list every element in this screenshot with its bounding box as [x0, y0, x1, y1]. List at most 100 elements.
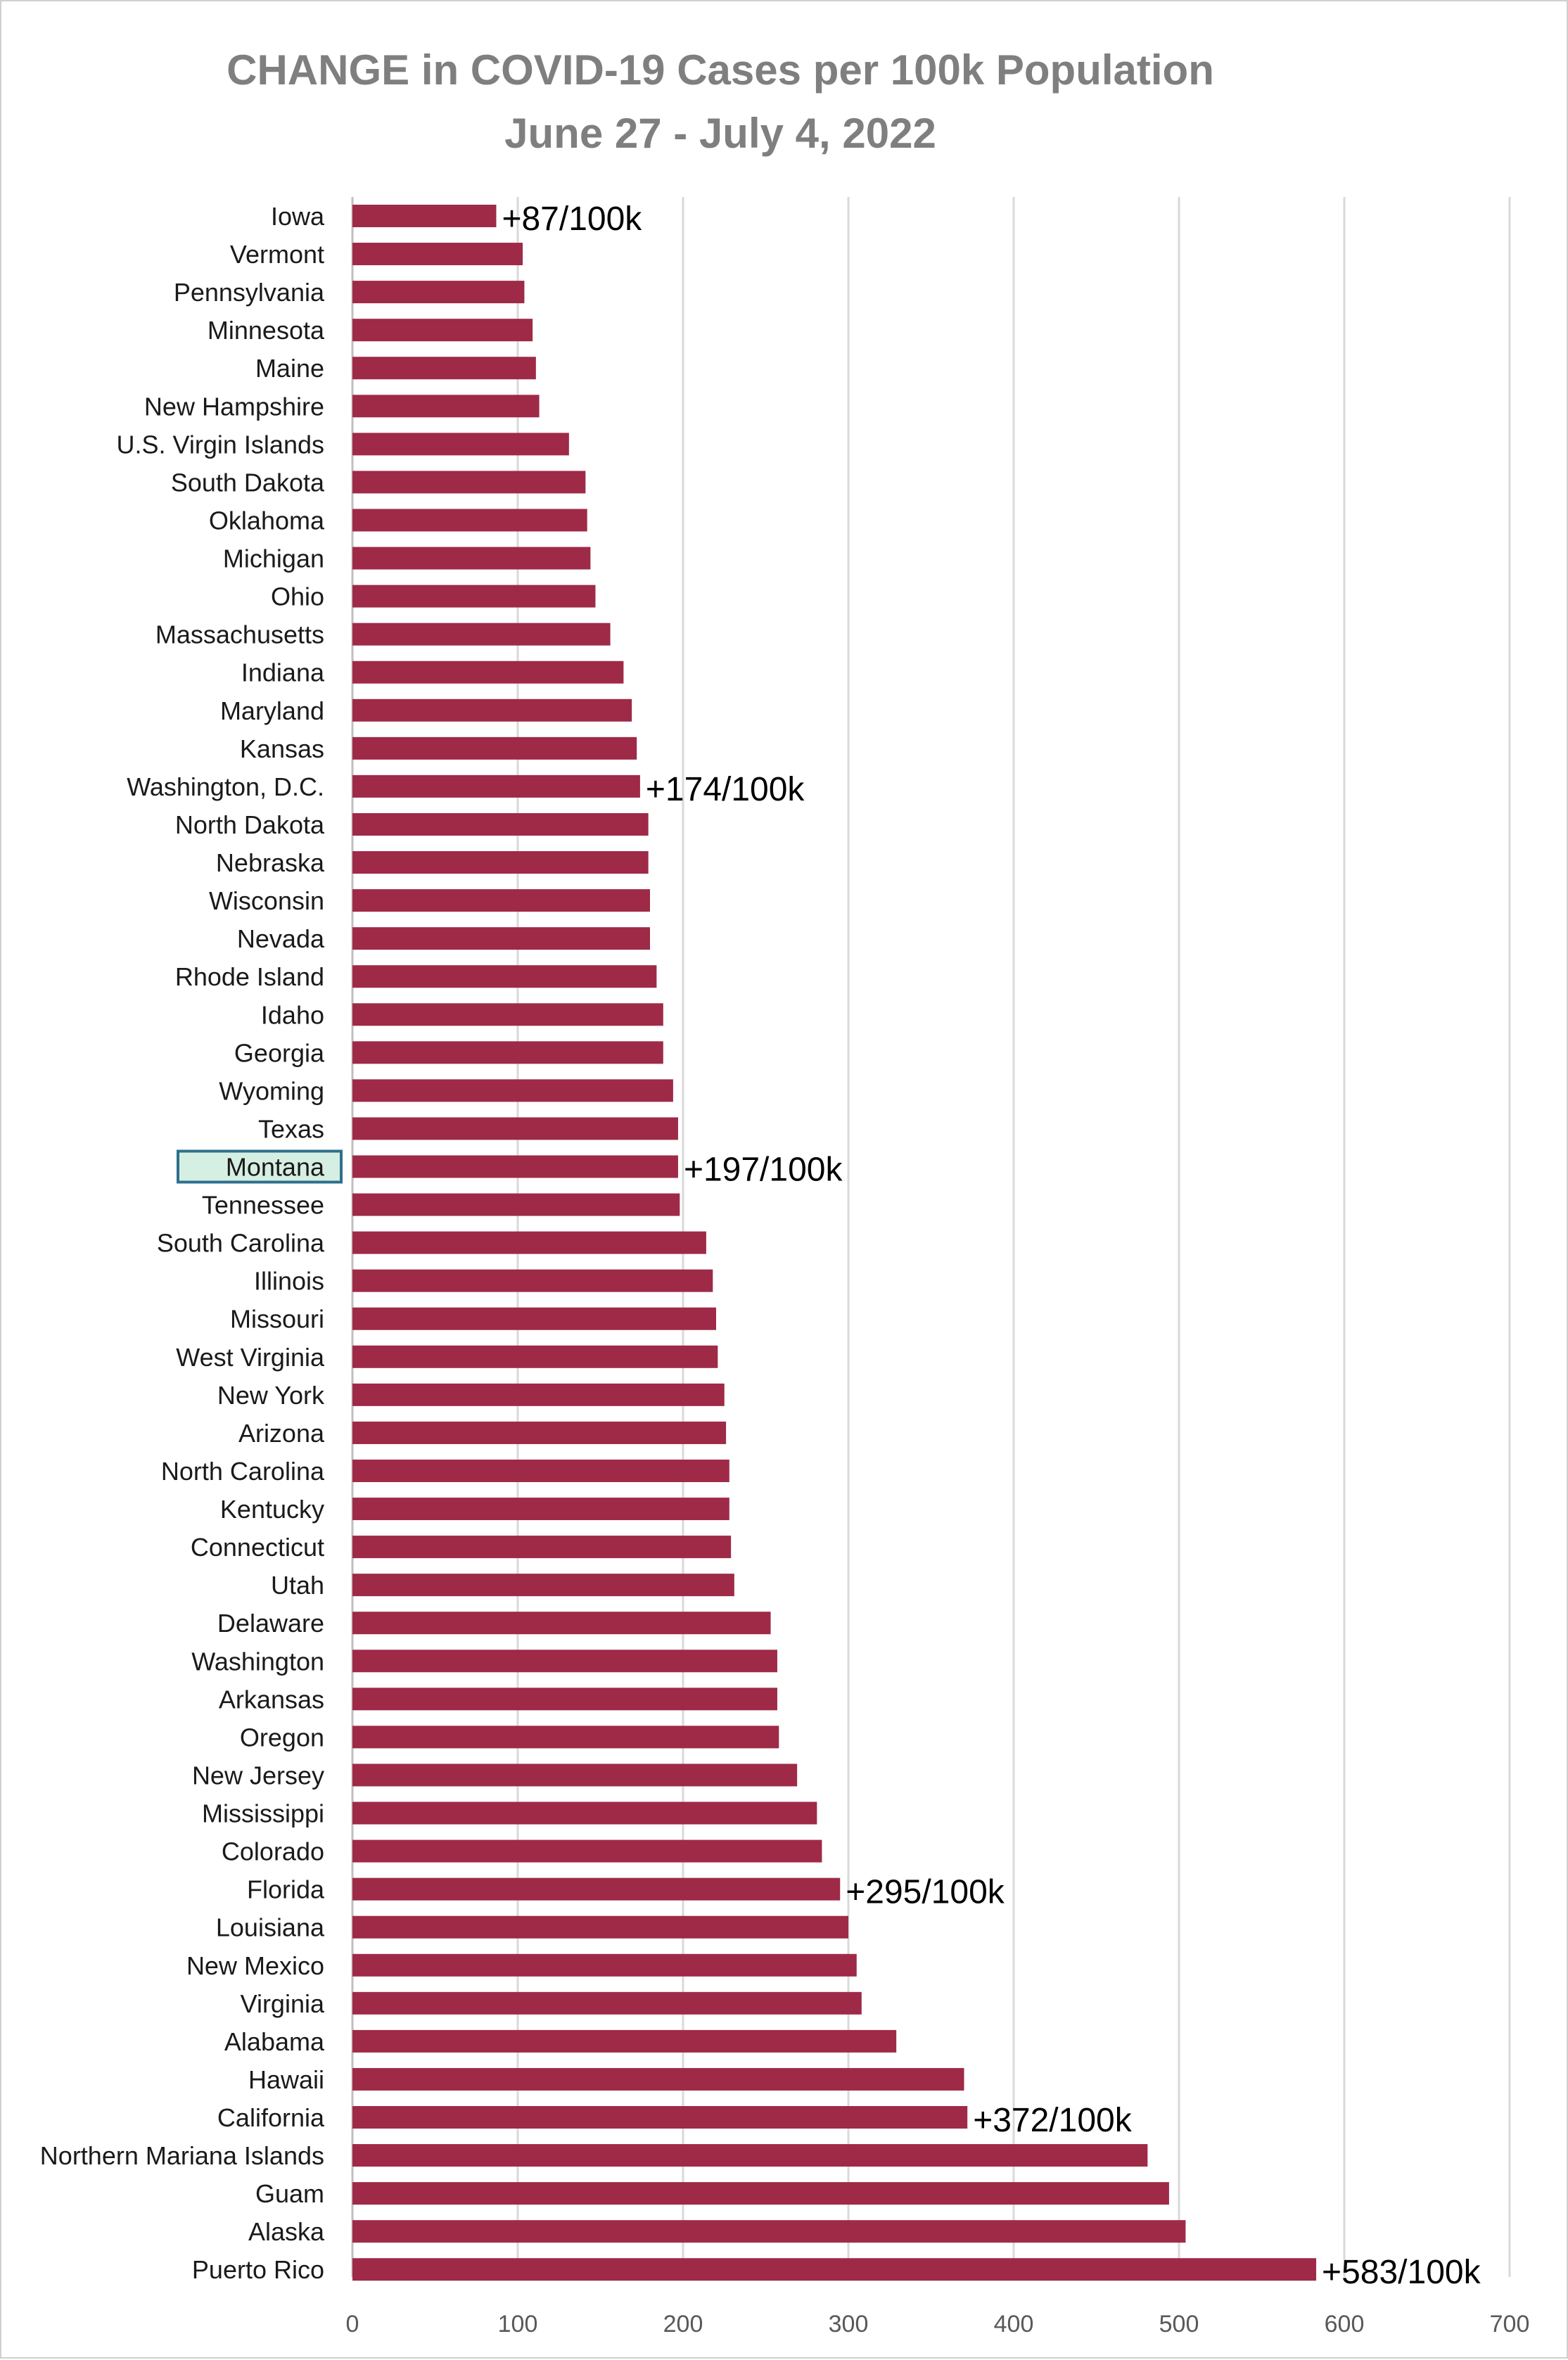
bar-california [352, 2106, 968, 2129]
bar-minnesota [352, 319, 533, 342]
category-label: North Dakota [175, 810, 325, 839]
bar-wisconsin [352, 889, 650, 912]
x-tick-label: 200 [663, 2311, 703, 2337]
bar-kentucky [352, 1498, 729, 1521]
category-label: Rhode Island [175, 962, 324, 991]
category-label: Delaware [217, 1609, 324, 1638]
category-label: New Hampshire [144, 392, 324, 421]
category-label: South Carolina [157, 1229, 325, 1258]
category-label: Washington [191, 1647, 324, 1676]
category-label: Louisiana [216, 1913, 325, 1942]
category-label: Georgia [234, 1038, 325, 1067]
bar-north-dakota [352, 812, 649, 836]
bar-u-s-virgin-islands [352, 433, 569, 456]
x-tick-label: 400 [994, 2311, 1034, 2337]
bar-new-hampshire [352, 395, 540, 418]
bar-new-mexico [352, 1953, 857, 1977]
category-label: Montana [226, 1153, 325, 1182]
x-tick-label: 700 [1490, 2311, 1530, 2337]
bar-rhode-island [352, 965, 657, 988]
bar-south-carolina [352, 1231, 706, 1254]
category-label: Alaska [248, 2217, 325, 2246]
category-label: Iowa [271, 202, 325, 231]
category-label: Kentucky [220, 1495, 324, 1524]
chart-subtitle: June 27 - July 4, 2022 [504, 110, 936, 157]
bar-virginia [352, 1991, 862, 2015]
bar-georgia [352, 1041, 663, 1064]
category-labels: Iowa Vermont Pennsylvania Minnesota Maine New… [40, 202, 325, 2284]
category-label: Ohio [271, 582, 324, 611]
bar-puerto-rico [352, 2258, 1317, 2281]
bar-missouri [352, 1307, 716, 1330]
category-label: Washington, D.C. [127, 772, 324, 801]
x-tick-label: 300 [829, 2311, 869, 2337]
category-label: Colorado [222, 1837, 324, 1866]
category-label: Idaho [261, 1000, 324, 1029]
category-label: Puerto Rico [192, 2255, 324, 2284]
bar-delaware [352, 1612, 771, 1635]
bar-utah [352, 1574, 734, 1597]
bar-louisiana [352, 1915, 848, 1939]
bar-kansas [352, 736, 637, 760]
category-label: Northern Mariana Islands [40, 2141, 324, 2170]
bar-colorado [352, 1839, 822, 1863]
category-label: New Mexico [186, 1951, 324, 1980]
category-label: Alabama [224, 2027, 325, 2056]
bar-florida [352, 1877, 841, 1901]
category-label: South Dakota [171, 468, 325, 497]
bar-maryland [352, 699, 632, 722]
category-label: Arkansas [219, 1685, 324, 1714]
x-axis-ticks: 0 100 200 300 400 500 600 700 [346, 2311, 1530, 2337]
bar-illinois [352, 1269, 713, 1292]
category-label: U.S. Virgin Islands [117, 430, 324, 459]
bar-iowa [352, 205, 497, 227]
category-label: Michigan [223, 544, 324, 573]
category-label: Maine [255, 354, 324, 383]
bar-maine [352, 357, 536, 380]
data-label: +583/100k [1322, 2254, 1481, 2291]
category-label: Oregon [240, 1723, 324, 1752]
category-label: Maryland [220, 696, 324, 725]
bar-guam [352, 2182, 1169, 2205]
highlight-layer [177, 1149, 343, 1184]
category-label: Wisconsin [209, 886, 324, 915]
bar-washington-d-c [352, 774, 640, 798]
highlight-box [177, 1149, 343, 1184]
category-label: Nebraska [216, 848, 325, 877]
category-label: Wyoming [219, 1076, 324, 1105]
category-label: Oklahoma [209, 506, 325, 535]
bar-montana [352, 1155, 678, 1178]
category-label: Guam [255, 2179, 324, 2208]
bar-arizona [352, 1421, 727, 1444]
bar-tennessee [352, 1193, 680, 1216]
x-tick-label: 500 [1159, 2311, 1199, 2337]
bar-oregon [352, 1726, 779, 1749]
callouts: +87/100k +174/100k +197/100k +295/100k +372/… [502, 200, 1481, 2291]
category-label: Massachusetts [155, 620, 324, 649]
category-label: Hawaii [248, 2065, 324, 2094]
bar-alaska [352, 2220, 1186, 2243]
category-label: New Jersey [192, 1761, 324, 1790]
bar-arkansas [352, 1688, 777, 1711]
bar-idaho [352, 1003, 663, 1026]
x-tick-label: 100 [498, 2311, 538, 2337]
bar-indiana [352, 661, 624, 684]
category-label: West Virginia [176, 1343, 325, 1372]
category-label: Vermont [230, 240, 324, 269]
bar-west-virginia [352, 1345, 718, 1368]
x-tick-label: 0 [346, 2311, 359, 2337]
bar-michigan [352, 547, 591, 570]
data-label: +197/100k [684, 1152, 843, 1189]
category-label: New York [217, 1381, 325, 1410]
bar-north-carolina [352, 1459, 729, 1482]
data-label: +295/100k [846, 1874, 1005, 1911]
category-label: Tennessee [202, 1191, 324, 1220]
category-label: California [217, 2103, 325, 2132]
bar-nevada [352, 927, 650, 950]
bar-new-jersey [352, 1763, 798, 1787]
category-label: Missouri [230, 1305, 324, 1334]
bar-northern-mariana-islands [352, 2144, 1148, 2167]
category-label: Kansas [240, 734, 324, 763]
